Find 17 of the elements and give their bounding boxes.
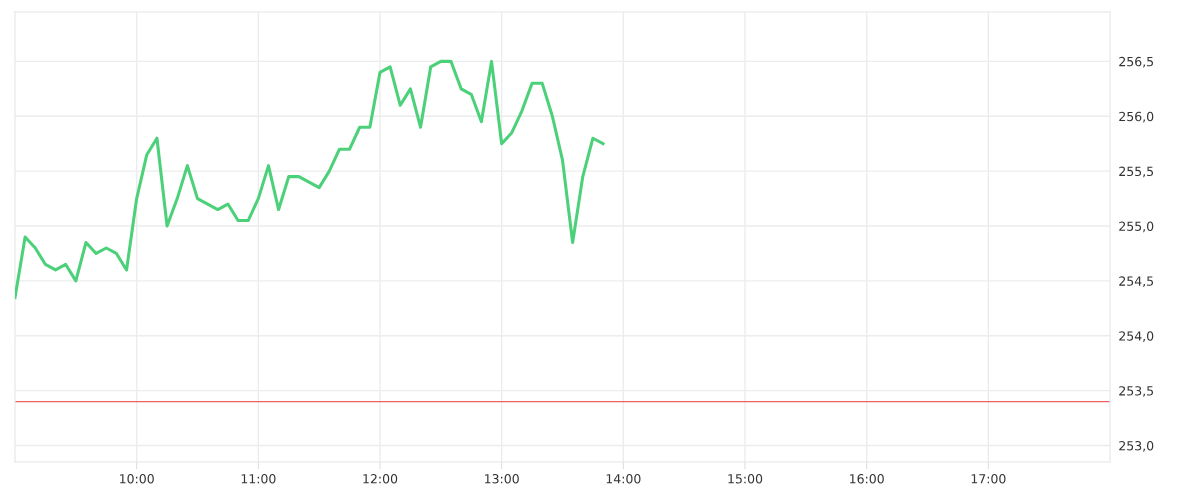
x-tick-label: 13:00 <box>485 474 519 484</box>
y-tick-label: 254,0 <box>1119 331 1154 342</box>
x-tick-label: 10:00 <box>120 474 154 484</box>
x-tick-label: 15:00 <box>728 474 763 484</box>
y-tick-label: 256,0 <box>1119 111 1154 123</box>
line-series <box>15 59 605 299</box>
y-tick-label: 253,5 <box>1119 386 1154 397</box>
y-tick-label: 254,5 <box>1119 276 1154 288</box>
y-tick-label: 256,5 <box>1119 56 1154 68</box>
y-tick-label: 255,0 <box>1119 221 1154 233</box>
x-tick-label: 16:00 <box>850 474 884 484</box>
x-tick-label: 12:00 <box>363 474 398 484</box>
x-tick-label: 17:00 <box>971 474 1006 484</box>
x-tick-label: 11:00 <box>241 474 276 484</box>
y-tick-label: 255,5 <box>1119 166 1154 178</box>
y-tick-label: 253,0 <box>1119 441 1154 452</box>
x-tick-label: 14:00 <box>606 474 641 484</box>
